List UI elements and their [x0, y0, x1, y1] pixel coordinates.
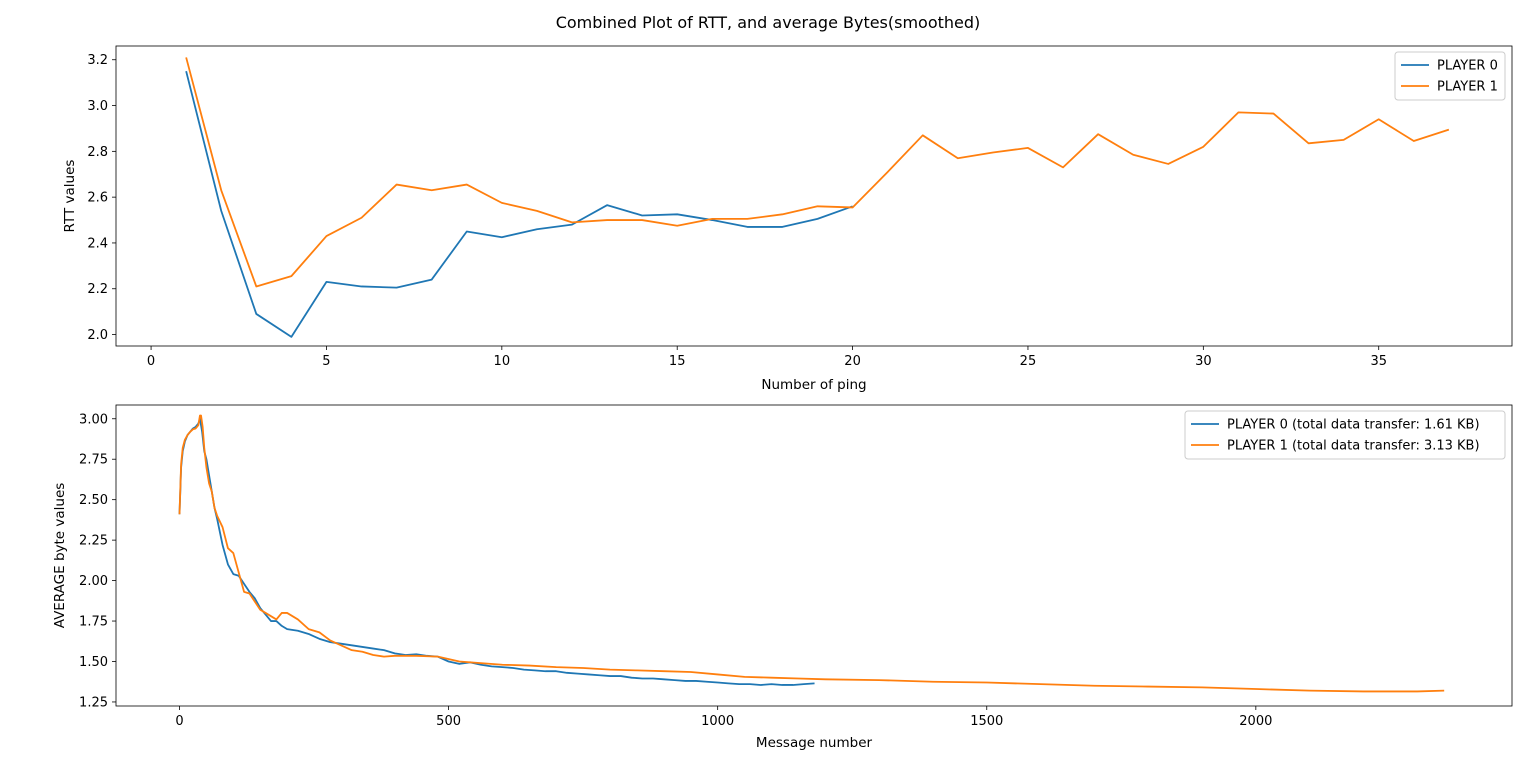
y-tick-label: 3.0 — [87, 99, 108, 114]
series-line-1 — [178, 414, 1445, 693]
legend-box — [1184, 410, 1506, 460]
y-tick-label: 2.75 — [79, 453, 108, 468]
y-tick-label: 2.4 — [87, 236, 108, 251]
x-tick-label: 25 — [1020, 354, 1037, 369]
y-tick-label: 1.75 — [79, 615, 108, 630]
figure-title: Combined Plot of RTT, and average Bytes(… — [556, 13, 981, 32]
x-axis-label: Message number — [756, 735, 873, 751]
x-tick-label: 5 — [322, 354, 330, 369]
x-tick-label: 10 — [494, 354, 511, 369]
legend-entry-1: PLAYER 1 (total data transfer: 3.13 KB) — [1227, 439, 1480, 454]
x-tick-label: 35 — [1370, 354, 1387, 369]
y-tick-label: 2.2 — [87, 282, 108, 297]
y-tick-label: 2.25 — [79, 534, 108, 549]
y-tick-label: 2.6 — [87, 191, 108, 206]
y-tick-label: 2.50 — [79, 493, 108, 508]
axes-frame — [115, 45, 1513, 347]
x-tick-label: 1000 — [701, 714, 734, 729]
x-tick-label: 0 — [175, 714, 183, 729]
y-tick-label: 3.00 — [79, 412, 108, 427]
average-bytes-plot-panel: 0 500 1000 1500 2000 1.25 1.50 1.75 2.00 2.25 2.50… — [52, 404, 1513, 751]
x-tick-label: 2000 — [1239, 714, 1272, 729]
x-tick-label: 20 — [844, 354, 861, 369]
x-tick-label: 500 — [436, 714, 461, 729]
y-tick-label: 1.25 — [79, 695, 108, 710]
legend-entry-0: PLAYER 0 — [1437, 59, 1498, 74]
axes-frame — [115, 404, 1513, 707]
y-tick-label: 3.2 — [87, 53, 108, 68]
y-axis-label: RTT values — [62, 160, 78, 233]
x-axis-label: Number of ping — [761, 377, 866, 393]
rtt-plot-panel: 0 5 10 15 20 25 30 35 2.0 2.2 2.4 2.6 2.8 3.0 3.2 Numbe… — [62, 45, 1513, 393]
x-tick-label: 1500 — [970, 714, 1003, 729]
series-line-1 — [185, 57, 1450, 288]
x-tick-label: 0 — [147, 354, 155, 369]
legend-entry-0: PLAYER 0 (total data transfer: 1.61 KB) — [1227, 418, 1480, 433]
series-line-0 — [178, 417, 815, 686]
y-tick-label: 2.00 — [79, 574, 108, 589]
y-tick-label: 1.50 — [79, 655, 108, 670]
y-tick-label: 2.8 — [87, 145, 108, 160]
legend-entry-1: PLAYER 1 — [1437, 80, 1498, 95]
series-line-0 — [185, 70, 853, 338]
y-axis-label: AVERAGE byte values — [52, 483, 68, 629]
x-tick-label: 15 — [669, 354, 686, 369]
y-tick-label: 2.0 — [87, 328, 108, 343]
x-tick-label: 30 — [1195, 354, 1212, 369]
legend-box — [1394, 51, 1506, 101]
